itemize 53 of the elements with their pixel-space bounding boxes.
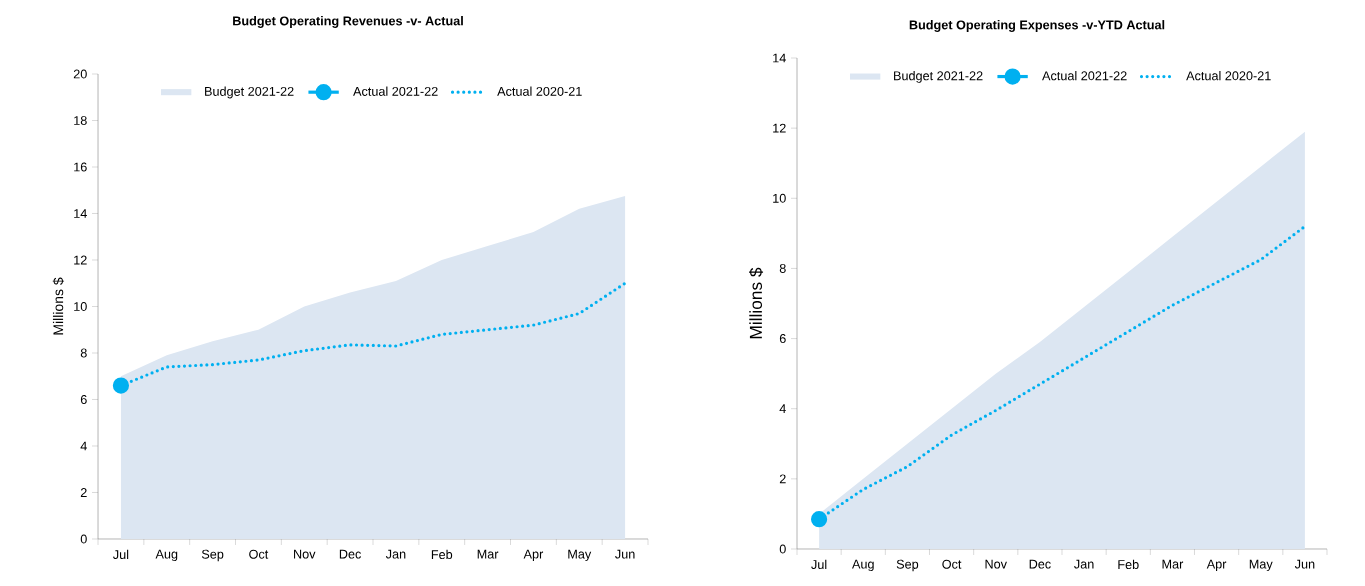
x-tick-label: Sep	[201, 549, 224, 562]
y-tick-label: 2	[80, 488, 87, 497]
y-tick-label: 14	[773, 53, 786, 63]
y-tick-label: 4	[779, 404, 786, 414]
x-tick-label: Jun	[1294, 559, 1315, 569]
y-tick-label: 18	[74, 116, 87, 125]
x-tick-label: Jan	[1074, 559, 1094, 569]
legend-label: Budget 2021-22	[205, 86, 294, 99]
y-tick-label: 0	[779, 544, 786, 554]
y-axis-title: Millions $	[52, 277, 65, 335]
y-tick-label: 8	[779, 263, 786, 273]
x-tick-label: Sep	[896, 559, 919, 572]
legend-label: Actual 2021-22	[353, 86, 438, 96]
x-tick-label: Oct	[942, 559, 962, 569]
x-tick-label: Mar	[1162, 559, 1184, 569]
x-tick-label: Mar	[477, 549, 499, 559]
x-tick-label: Jan	[385, 549, 406, 559]
legend-label: Budget 2021-22	[894, 70, 983, 83]
y-tick-label: 20	[73, 69, 87, 79]
y-tick-label: 2	[779, 474, 786, 484]
y-tick-label: 8	[80, 348, 87, 358]
legend-label: Actual 2021-22	[1042, 70, 1127, 81]
x-tick-label: Aug	[155, 549, 178, 562]
x-tick-label: Feb	[1118, 559, 1139, 570]
legend-label: Actual 2020-21	[497, 86, 582, 96]
x-tick-label: Jun	[615, 549, 635, 559]
x-tick-label: Apr	[523, 549, 544, 562]
y-tick-label: 10	[773, 193, 786, 203]
y-tick-label: 6	[779, 334, 786, 344]
x-tick-label: Nov	[985, 559, 1007, 569]
y-tick-label: 4	[80, 441, 87, 451]
x-tick-label: May	[1249, 559, 1273, 572]
chart-title: Budget Operating Revenues -v- Actual	[233, 16, 463, 28]
x-tick-label: May	[568, 549, 592, 562]
y-tick-label: 12	[773, 123, 786, 133]
chart-title: Budget Operating Expenses -v-YTD Actual	[909, 20, 1165, 32]
x-tick-label: Oct	[249, 549, 269, 559]
y-axis-title: Millions $	[749, 267, 764, 339]
x-tick-label: Apr	[1206, 559, 1227, 572]
y-tick-label: 6	[80, 395, 87, 404]
x-tick-label: Dec	[1029, 559, 1051, 569]
x-tick-label: Feb	[431, 549, 453, 560]
x-tick-label: Jul	[113, 549, 129, 560]
x-tick-label: Aug	[852, 559, 874, 572]
x-tick-label: Nov	[294, 549, 316, 559]
legend-label: Actual 2020-21	[1186, 70, 1271, 81]
y-tick-label: 0	[80, 534, 87, 544]
y-tick-label: 14	[74, 209, 87, 218]
x-tick-label: Jul	[811, 559, 827, 570]
x-tick-label: Dec	[339, 549, 362, 559]
y-tick-label: 16	[74, 162, 87, 172]
y-tick-label: 10	[74, 302, 87, 311]
y-tick-label: 12	[74, 255, 87, 265]
